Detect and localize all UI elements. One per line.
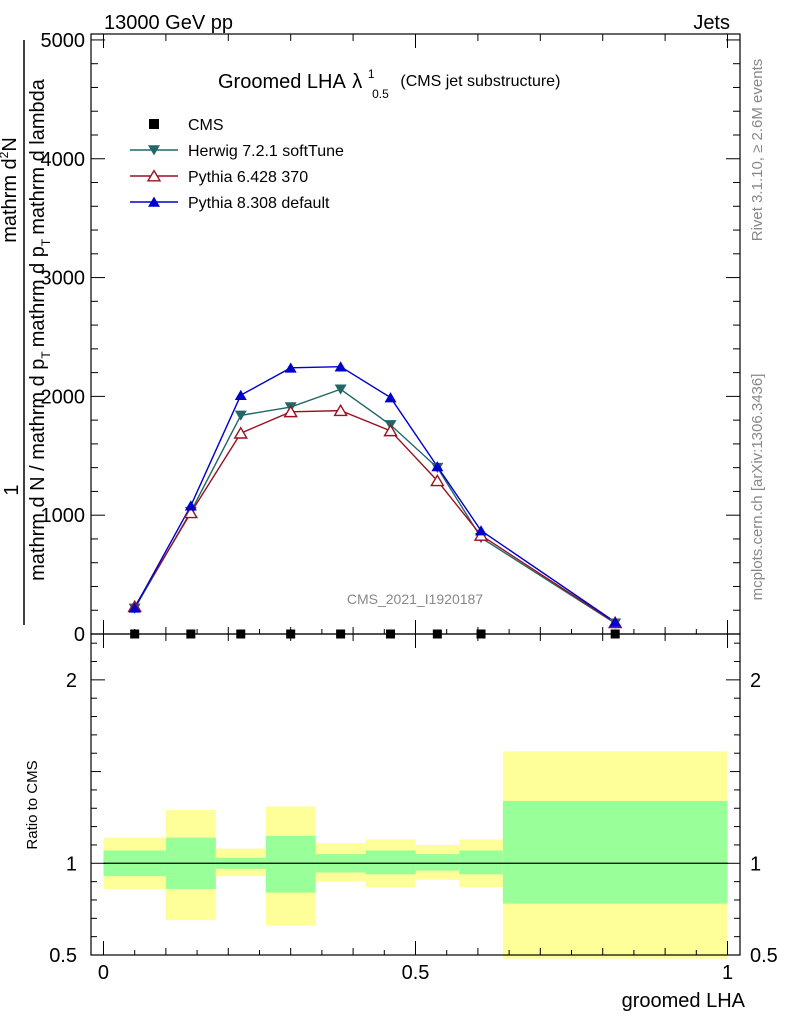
series-3-point-0 [128, 602, 141, 613]
series-1-point-4 [334, 384, 347, 395]
series-2-point-1 [183, 506, 199, 519]
main-ytick-label-1: 1000 [41, 505, 86, 527]
ratio-ytick-label-right-2: 2 [750, 670, 761, 692]
legend: CMS Herwig 7.2.1 softTune Pythia 6.428 370… [130, 117, 344, 212]
chart-title: Groomed LHA λ 1 0.5 (CMS jet substructur… [218, 61, 560, 103]
main-ytick-label-5: 5000 [41, 30, 86, 52]
main-ytick-label-2: 2000 [41, 386, 86, 408]
axes: 0 1000 2000 3000 4000 5000 0 0.5 1 0.5 0.5 1 1 2 2 [41, 30, 778, 984]
series-3-point-6 [431, 461, 444, 472]
series-2-point-6 [430, 473, 445, 487]
ratio-ytick-label-left-2: 2 [66, 670, 77, 692]
ratio-bands [103, 751, 728, 959]
ratio-ytick-label-right-1: 1 [750, 853, 761, 875]
series-3-point-8 [609, 616, 622, 627]
mcplots-label: mcplots.cern.ch [arXiv:1306.3436] [749, 374, 766, 601]
legend-label-3: Pythia 8.308 default [188, 195, 330, 212]
series-3-point-5 [384, 392, 397, 403]
legend-marker-0 [149, 119, 159, 129]
ratio-ytick-label-left-0: 0.5 [49, 945, 77, 967]
rivet-version-label: Rivet 3.1.10, ≥ 2.6M events [749, 59, 766, 242]
legend-marker-3 [148, 196, 160, 207]
title-main: Groomed LHA [218, 71, 346, 93]
ratio-ylabel: Ratio to CMS [24, 760, 41, 849]
ratio-band-green-7 [459, 850, 503, 875]
main-series-lines [134, 365, 616, 624]
svg-text:Groomed LHA λ 1: Groomed LHA λ 1 0.5 (CMS jet substructur… [218, 61, 560, 103]
series-1-point-2 [234, 410, 247, 421]
header-right-title: Jets [693, 12, 730, 34]
ratio-band-green-5 [365, 850, 416, 875]
legend-label-2: Pythia 6.428 370 [188, 169, 308, 186]
title-subscript: 0.5 [372, 87, 389, 101]
series-3-point-3 [284, 362, 297, 373]
legend-marker-1 [148, 145, 160, 156]
ratio-xtick-label-0: 0 [98, 962, 109, 984]
series-3-point-2 [234, 389, 247, 400]
title-suffix: (CMS jet substructure) [400, 73, 560, 90]
series-2-point-2 [233, 426, 248, 439]
header-left-title: 13000 GeV pp [104, 12, 233, 34]
series-2-point-5 [383, 424, 398, 437]
ratio-band-green-6 [415, 854, 460, 871]
series-3-point-7 [475, 525, 488, 536]
series-line-3 [134, 365, 616, 623]
legend-label-1: Herwig 7.2.1 softTune [188, 143, 344, 160]
series-2-point-4 [333, 403, 348, 417]
series-3-point-4 [334, 361, 347, 372]
legend-marker-2 [146, 169, 162, 182]
ratio-xlabel: groomed LHA [622, 990, 746, 1012]
main-ytick-label-3: 3000 [41, 268, 86, 290]
ylabel-numerator: 1 [1, 484, 23, 495]
title-superscript: 1 [368, 67, 375, 81]
ratio-ytick-label-left-1: 1 [66, 853, 77, 875]
main-ytick-label-4: 4000 [41, 149, 86, 171]
series-2-point-3 [283, 405, 298, 418]
ratio-band-green-3 [265, 835, 316, 893]
ratio-ytick-label-right-0: 0.5 [750, 945, 778, 967]
ylabel-top: mathrm d2N [0, 137, 21, 243]
main-ytick-label-0: 0 [74, 624, 85, 646]
analysis-watermark: CMS_2021_I1920187 [347, 591, 483, 607]
main-ylabel: 1 mathrm d2N mathrm d N / mathrm d pTmat… [0, 40, 53, 625]
legend-label-0: CMS [188, 117, 224, 134]
ratio-xtick-label-1: 0.5 [402, 962, 430, 984]
ratio-band-green-8 [502, 800, 728, 904]
series-3-point-1 [184, 500, 197, 511]
title-lambda: λ [352, 71, 362, 93]
ylabel-bottom: mathrm d N / mathrm d pTmathrm d pTmathr… [27, 78, 53, 581]
ratio-xtick-label-2: 1 [722, 962, 733, 984]
